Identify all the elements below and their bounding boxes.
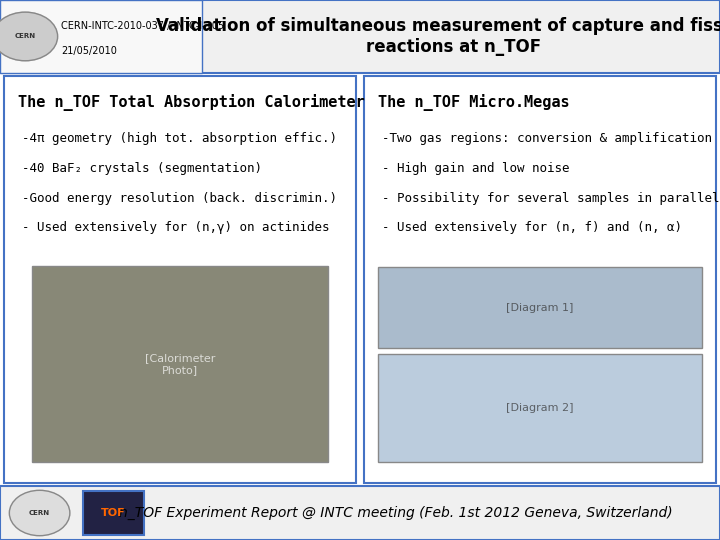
FancyBboxPatch shape [378,267,702,348]
Text: CERN: CERN [29,510,50,516]
Text: n_TOF Experiment Report @ INTC meeting (Feb. 1st 2012 Geneva, Switzerland): n_TOF Experiment Report @ INTC meeting (… [120,506,672,520]
Text: -40 BaF₂ crystals (segmentation): -40 BaF₂ crystals (segmentation) [22,162,261,175]
Text: [Diagram 2]: [Diagram 2] [506,403,574,413]
Text: Validation of simultaneous measurement of capture and fission
reactions at n_TOF: Validation of simultaneous measurement o… [156,17,720,56]
FancyBboxPatch shape [0,486,720,540]
Text: -Two gas regions: conversion & amplification: -Two gas regions: conversion & amplifica… [382,132,711,145]
Text: CERN: CERN [14,33,36,39]
FancyBboxPatch shape [83,491,144,535]
Text: TOF: TOF [101,508,125,518]
Text: [Calorimeter
Photo]: [Calorimeter Photo] [145,353,215,375]
FancyBboxPatch shape [0,0,720,73]
FancyBboxPatch shape [4,76,356,483]
Text: 21/05/2010: 21/05/2010 [61,46,117,56]
Text: -4π geometry (high tot. absorption effic.): -4π geometry (high tot. absorption effic… [22,132,337,145]
FancyBboxPatch shape [364,76,716,483]
Text: The n_TOF Micro.Megas: The n_TOF Micro.Megas [378,94,570,111]
Text: - Possibility for several samples in parallel.: - Possibility for several samples in par… [382,192,720,205]
Text: The n_TOF Total Absorption Calorimeter: The n_TOF Total Absorption Calorimeter [18,94,365,111]
Text: - Used extensively for (n,γ) on actinides: - Used extensively for (n,γ) on actinide… [22,221,329,234]
Text: - Used extensively for (n, f) and (n, α): - Used extensively for (n, f) and (n, α) [382,221,682,234]
FancyBboxPatch shape [0,0,202,73]
Text: -Good energy resolution (back. discrimin.): -Good energy resolution (back. discrimin… [22,192,337,205]
Circle shape [9,490,70,536]
Text: - High gain and low noise: - High gain and low noise [382,162,569,175]
FancyBboxPatch shape [378,354,702,462]
FancyBboxPatch shape [32,266,328,462]
Text: CERN-INTC-2010-037 / INTC-I-105: CERN-INTC-2010-037 / INTC-I-105 [61,21,225,31]
Circle shape [0,12,58,60]
Text: [Diagram 1]: [Diagram 1] [506,303,574,313]
